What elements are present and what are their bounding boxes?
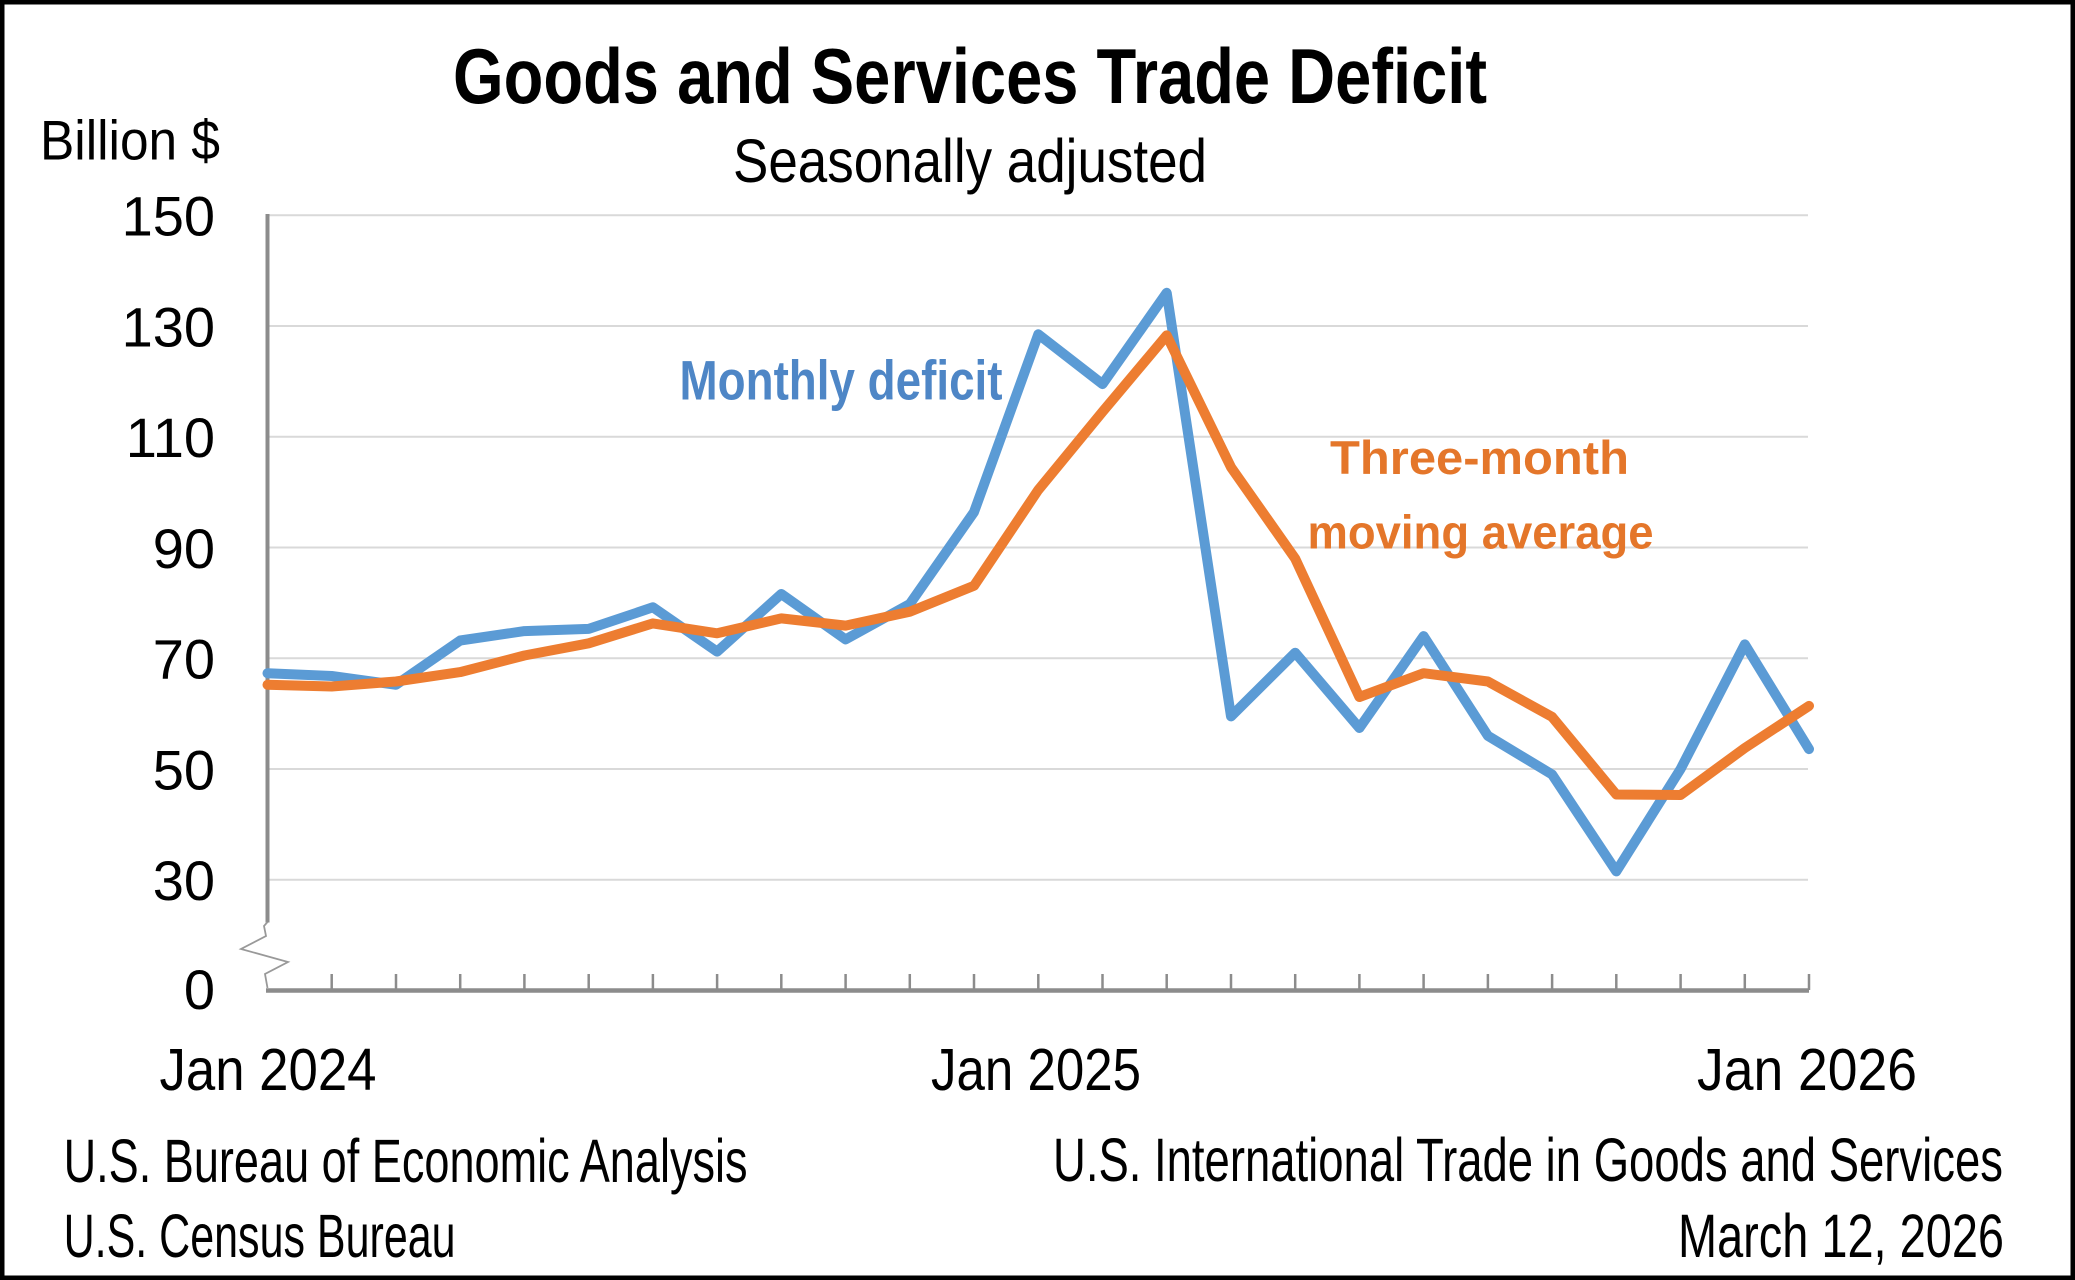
svg-text:U.S. International Trade in Go: U.S. International Trade in Goods and Se… [1053, 1126, 2003, 1194]
svg-text:90: 90 [153, 517, 215, 580]
svg-text:130: 130 [122, 295, 215, 358]
svg-text:0: 0 [184, 958, 215, 1021]
svg-text:50: 50 [153, 739, 215, 802]
svg-text:Jan 2025: Jan 2025 [931, 1037, 1141, 1103]
svg-text:Monthly deficit: Monthly deficit [680, 349, 1003, 412]
svg-text:Seasonally adjusted: Seasonally adjusted [733, 127, 1207, 195]
svg-text:U.S. Bureau of Economic Analys: U.S. Bureau of Economic Analysis [64, 1127, 748, 1195]
svg-text:110: 110 [126, 406, 215, 469]
svg-text:March 12, 2026: March 12, 2026 [1678, 1202, 2004, 1270]
svg-text:Three-month: Three-month [1330, 431, 1629, 484]
svg-text:30: 30 [153, 849, 215, 912]
svg-text:70: 70 [153, 628, 215, 691]
svg-text:moving average: moving average [1308, 506, 1654, 559]
svg-text:Jan 2024: Jan 2024 [160, 1037, 377, 1103]
svg-text:Jan 2026: Jan 2026 [1697, 1037, 1917, 1103]
svg-text:150: 150 [122, 185, 215, 248]
svg-text:Goods and Services Trade Defic: Goods and Services Trade Deficit [453, 32, 1487, 120]
svg-text:Billion $: Billion $ [40, 109, 220, 172]
svg-text:U.S. Census Bureau: U.S. Census Bureau [64, 1202, 456, 1270]
